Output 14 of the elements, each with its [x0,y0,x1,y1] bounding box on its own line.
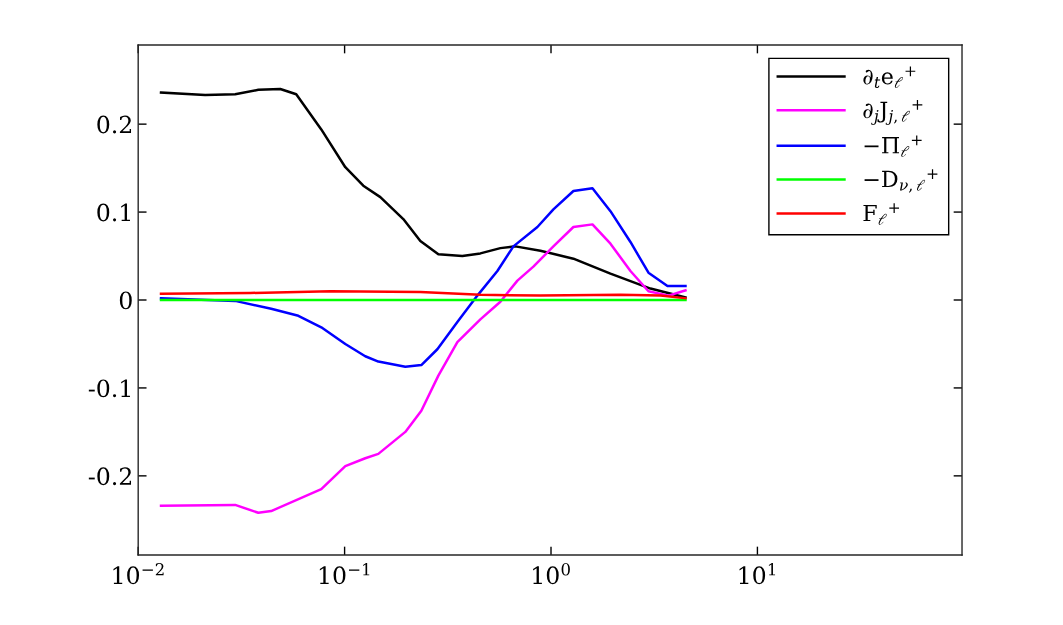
legend-label: ∂$_{j}$J$_{j,ℓ}$$^{+}$ [863,100,923,125]
y-tick-label: 0.1 [97,203,130,222]
y-tick-label: -0.1 [88,379,130,398]
legend-label: −D$_{ν,ℓ}$$^{+}$ [864,169,938,193]
x-tick-label: 10$^{1}$ [739,563,776,585]
legend-label: ∂$_{t}$e$_{ℓ}$$^{+}$ [863,66,916,88]
y-tick-label: -0.2 [88,467,132,486]
y-tick-label: 0 [119,291,132,310]
x-tick-label: 10$^{−1}$ [319,563,370,585]
legend-label: F$_{ℓ}$$^{+}$ [863,203,900,225]
y-tick-label: 0.2 [97,115,132,134]
legend-label: −Π$_{ℓ}$$^{+}$ [864,135,922,157]
x-tick-label: 10$^{0}$ [533,563,570,585]
x-tick-label: 10$^{−2}$ [113,563,164,585]
